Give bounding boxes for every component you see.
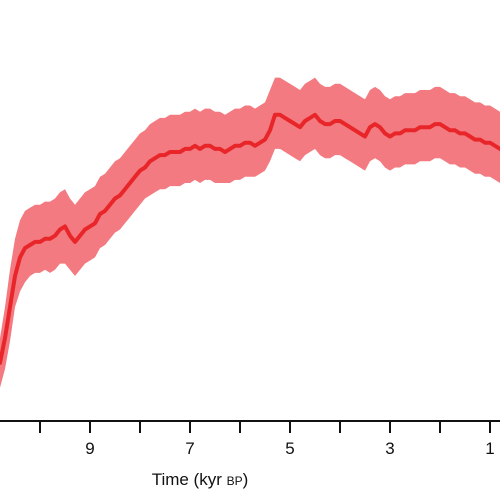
- x-axis-title-close: ): [243, 470, 249, 489]
- plot-area: [0, 77, 500, 388]
- x-tick-label: 5: [285, 439, 294, 458]
- x-tick-label: 7: [185, 439, 194, 458]
- x-axis-title-main: Time (kyr: [152, 470, 227, 489]
- x-tick-label: 1: [485, 439, 494, 458]
- x-axis-title-unit: BP: [227, 474, 243, 488]
- x-tick-label: 9: [85, 439, 94, 458]
- x-axis: 9 7 5 3 1: [0, 420, 500, 458]
- uncertainty-band: [0, 77, 500, 388]
- x-axis-title: Time (kyr BP): [152, 470, 249, 489]
- x-tick-label: 3: [385, 439, 394, 458]
- series-line: [0, 112, 500, 365]
